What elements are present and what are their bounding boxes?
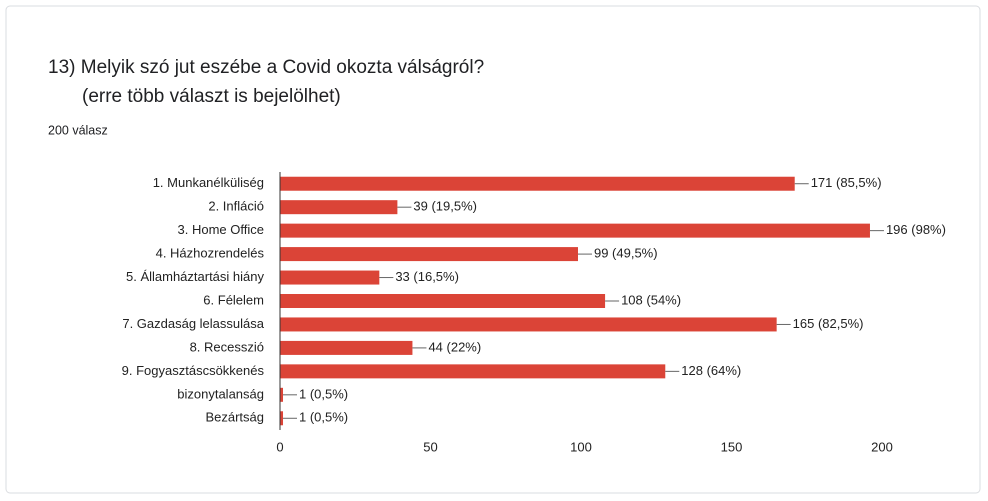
bar <box>280 176 795 191</box>
chart-subtitle: (erre több választ is bejelölhet) <box>82 86 341 107</box>
value-label: 1 (0,5%) <box>299 410 348 425</box>
y-tick-label: 7. Gazdaság lelassulása <box>122 316 264 331</box>
y-tick-label: 5. Államháztartási hiány <box>126 269 265 284</box>
value-label: 128 (64%) <box>681 363 741 378</box>
y-tick-label: 2. Infláció <box>208 199 264 214</box>
value-label: 44 (22%) <box>428 339 481 354</box>
bar <box>280 200 398 215</box>
x-tick-label: 200 <box>871 439 893 454</box>
value-label: 99 (49,5%) <box>594 246 658 261</box>
value-label: 39 (19,5%) <box>413 199 477 214</box>
bar <box>280 294 606 308</box>
bar <box>280 387 284 402</box>
x-tick-label: 150 <box>721 439 743 454</box>
y-tick-label: 8. Recesszió <box>190 339 264 354</box>
y-tick-label: 3. Home Office <box>178 222 264 237</box>
value-label: 33 (16,5%) <box>395 269 459 284</box>
x-tick-label: 50 <box>423 439 437 454</box>
value-label: 165 (82,5%) <box>793 316 864 331</box>
bar <box>280 270 380 285</box>
value-label: 1 (0,5%) <box>299 386 348 401</box>
y-tick-label: 4. Házhozrendelés <box>156 246 265 261</box>
bar <box>280 223 870 238</box>
y-tick-label: 1. Munkanélküliség <box>153 175 264 190</box>
y-tick-label: Bezártság <box>205 410 264 425</box>
y-tick-label: 9. Fogyasztáscsökkenés <box>122 363 265 378</box>
y-tick-label: bizonytalanság <box>177 386 264 401</box>
chart-title: 13) Melyik szó jut eszébe a Covid okozta… <box>48 57 484 78</box>
bar <box>280 247 578 262</box>
y-tick-label: 6. Félelem <box>203 292 264 307</box>
bar <box>280 340 413 355</box>
value-label: 171 (85,5%) <box>811 175 882 190</box>
bar <box>280 411 284 426</box>
x-tick-label: 0 <box>276 439 283 454</box>
value-label: 196 (98%) <box>886 222 946 237</box>
response-count: 200 válasz <box>48 123 108 137</box>
bar <box>280 317 777 332</box>
x-tick-label: 100 <box>570 439 592 454</box>
bar <box>280 364 666 379</box>
value-label: 108 (54%) <box>621 292 681 307</box>
